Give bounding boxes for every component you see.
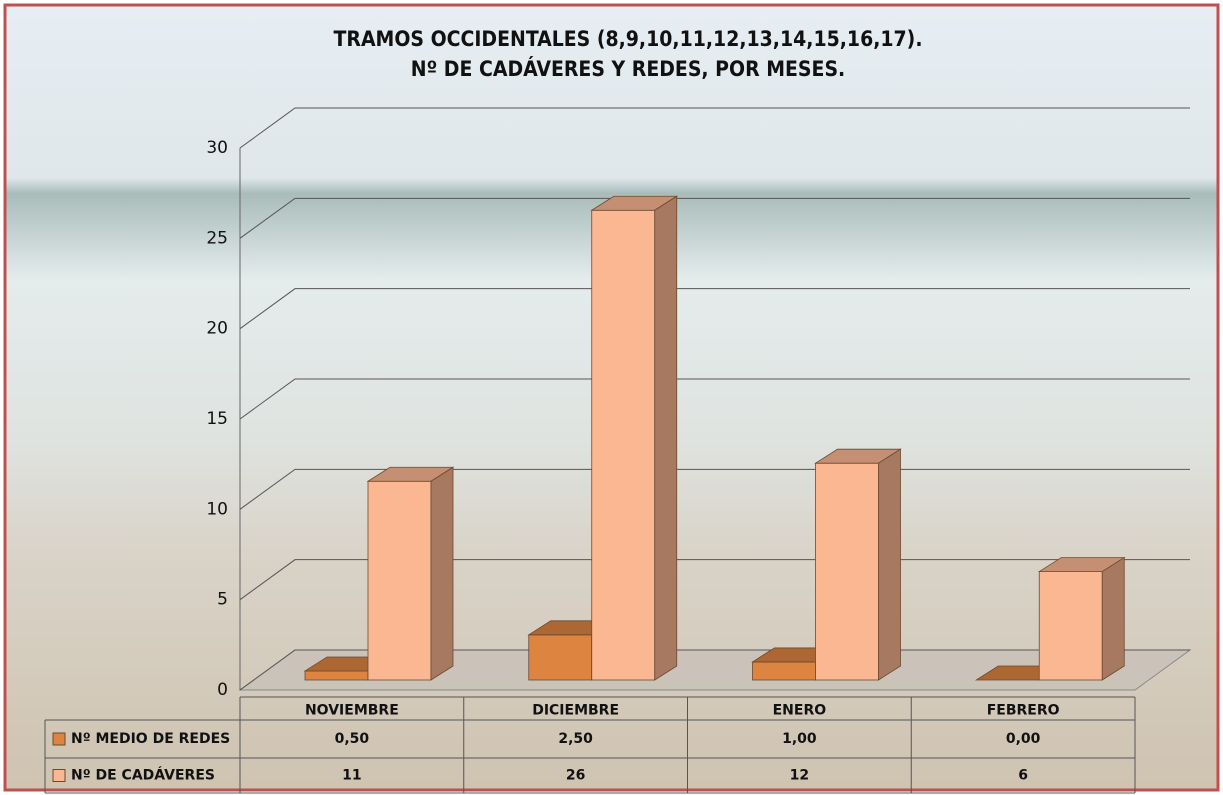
bar [592, 196, 677, 680]
x-tick-label: FEBRERO [987, 703, 1060, 719]
bar-side [1102, 558, 1124, 680]
x-tick-label: ENERO [773, 703, 827, 719]
y-tick-label: 5 [217, 590, 228, 610]
table-value: 0,00 [1006, 731, 1041, 747]
x-tick-label: DICIEMBRE [532, 703, 619, 719]
chart-subtitle: Nº DE CADÁVERES Y REDES, POR MESES. [411, 56, 845, 81]
legend-label: Nº MEDIO DE REDES [71, 731, 230, 747]
y-tick-label: 25 [206, 228, 228, 248]
bar [368, 467, 453, 680]
bar-front [753, 662, 816, 680]
y-tick-label: 30 [206, 138, 228, 158]
bar-front [592, 210, 655, 680]
table-value: 0,50 [335, 731, 370, 747]
table-value: 26 [566, 768, 585, 784]
bar-front [529, 635, 592, 680]
chart-title: TRAMOS OCCIDENTALES (8,9,10,11,12,13,14,… [334, 27, 923, 51]
bar [1039, 558, 1124, 680]
bar-side [431, 467, 453, 680]
table-value: 2,50 [558, 731, 593, 747]
bar-front [816, 463, 879, 680]
y-tick-label: 10 [206, 499, 228, 519]
legend-label: Nº DE CADÁVERES [71, 767, 215, 784]
chart: TRAMOS OCCIDENTALES (8,9,10,11,12,13,14,… [0, 0, 1223, 795]
y-tick-label: 0 [217, 680, 228, 700]
x-tick-label: NOVIEMBRE [305, 703, 399, 719]
legend-swatch [53, 770, 65, 782]
table-value: 12 [790, 768, 809, 784]
bar-front [368, 481, 431, 680]
legend-swatch [53, 733, 65, 745]
y-tick-label: 15 [206, 409, 228, 429]
y-tick-label: 20 [206, 319, 228, 339]
table-value: 6 [1018, 768, 1028, 784]
bar-side [879, 449, 901, 680]
bar-front [1039, 572, 1102, 680]
bar-front [305, 671, 368, 680]
table-value: 11 [342, 768, 361, 784]
bar [816, 449, 901, 680]
table-value: 1,00 [782, 731, 817, 747]
page: {"chart_data": {"type": "bar3d", "title"… [0, 0, 1223, 795]
bar-side [655, 196, 677, 680]
